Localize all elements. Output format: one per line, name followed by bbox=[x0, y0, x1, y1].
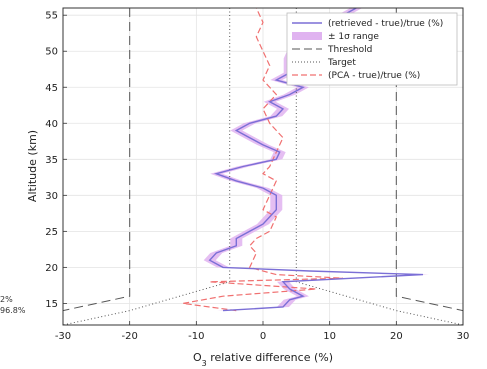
y-tick-label: 45 bbox=[45, 83, 58, 94]
legend-box bbox=[286, 12, 458, 86]
legend-swatch-range bbox=[292, 32, 322, 40]
y-tick-label: 50 bbox=[45, 47, 58, 58]
x-tick-label: -30 bbox=[55, 331, 71, 342]
legend-label-target: Target bbox=[327, 58, 356, 68]
legend-label-range: ± 1σ range bbox=[328, 32, 379, 42]
threshold-line bbox=[63, 8, 131, 312]
legend-label-retrieved: (retrieved - true)/true (%) bbox=[328, 19, 443, 29]
axis-ticks: -30 -20 -10 0 10 20 30 15 20 25 30 35 40 45 50 55 bbox=[45, 11, 469, 342]
x-axis-label: O3 relative difference (%) bbox=[193, 351, 333, 368]
threshold-line bbox=[395, 8, 463, 312]
pca-profile-line bbox=[182, 8, 344, 312]
legend-label-threshold: Threshold bbox=[327, 45, 372, 55]
data-series bbox=[63, 8, 463, 325]
y-tick-label: 55 bbox=[45, 11, 58, 22]
x-tick-label: 0 bbox=[260, 331, 266, 342]
x-tick-label: -10 bbox=[188, 331, 204, 342]
target-line bbox=[63, 8, 231, 325]
left-edge-label-2: 96.8% bbox=[0, 306, 26, 315]
x-tick-label: 10 bbox=[323, 331, 336, 342]
y-tick-label: 40 bbox=[45, 119, 58, 130]
y-tick-label: 15 bbox=[45, 299, 58, 310]
x-tick-label: 30 bbox=[457, 331, 470, 342]
y-tick-label: 20 bbox=[45, 263, 58, 274]
legend: (retrieved - true)/true (%) ± 1σ range T… bbox=[286, 12, 458, 86]
x-tick-label: 20 bbox=[390, 331, 403, 342]
legend-label-pca: (PCA - true)/true (%) bbox=[328, 71, 420, 81]
y-axis-label: Altitude (km) bbox=[26, 130, 39, 202]
y-tick-label: 25 bbox=[45, 227, 58, 238]
y-tick-label: 35 bbox=[45, 155, 58, 166]
y-tick-label: 30 bbox=[45, 191, 58, 202]
target-line bbox=[295, 8, 463, 325]
x-tick-label: -20 bbox=[121, 331, 137, 342]
left-edge-label-1: 2% bbox=[0, 295, 13, 304]
